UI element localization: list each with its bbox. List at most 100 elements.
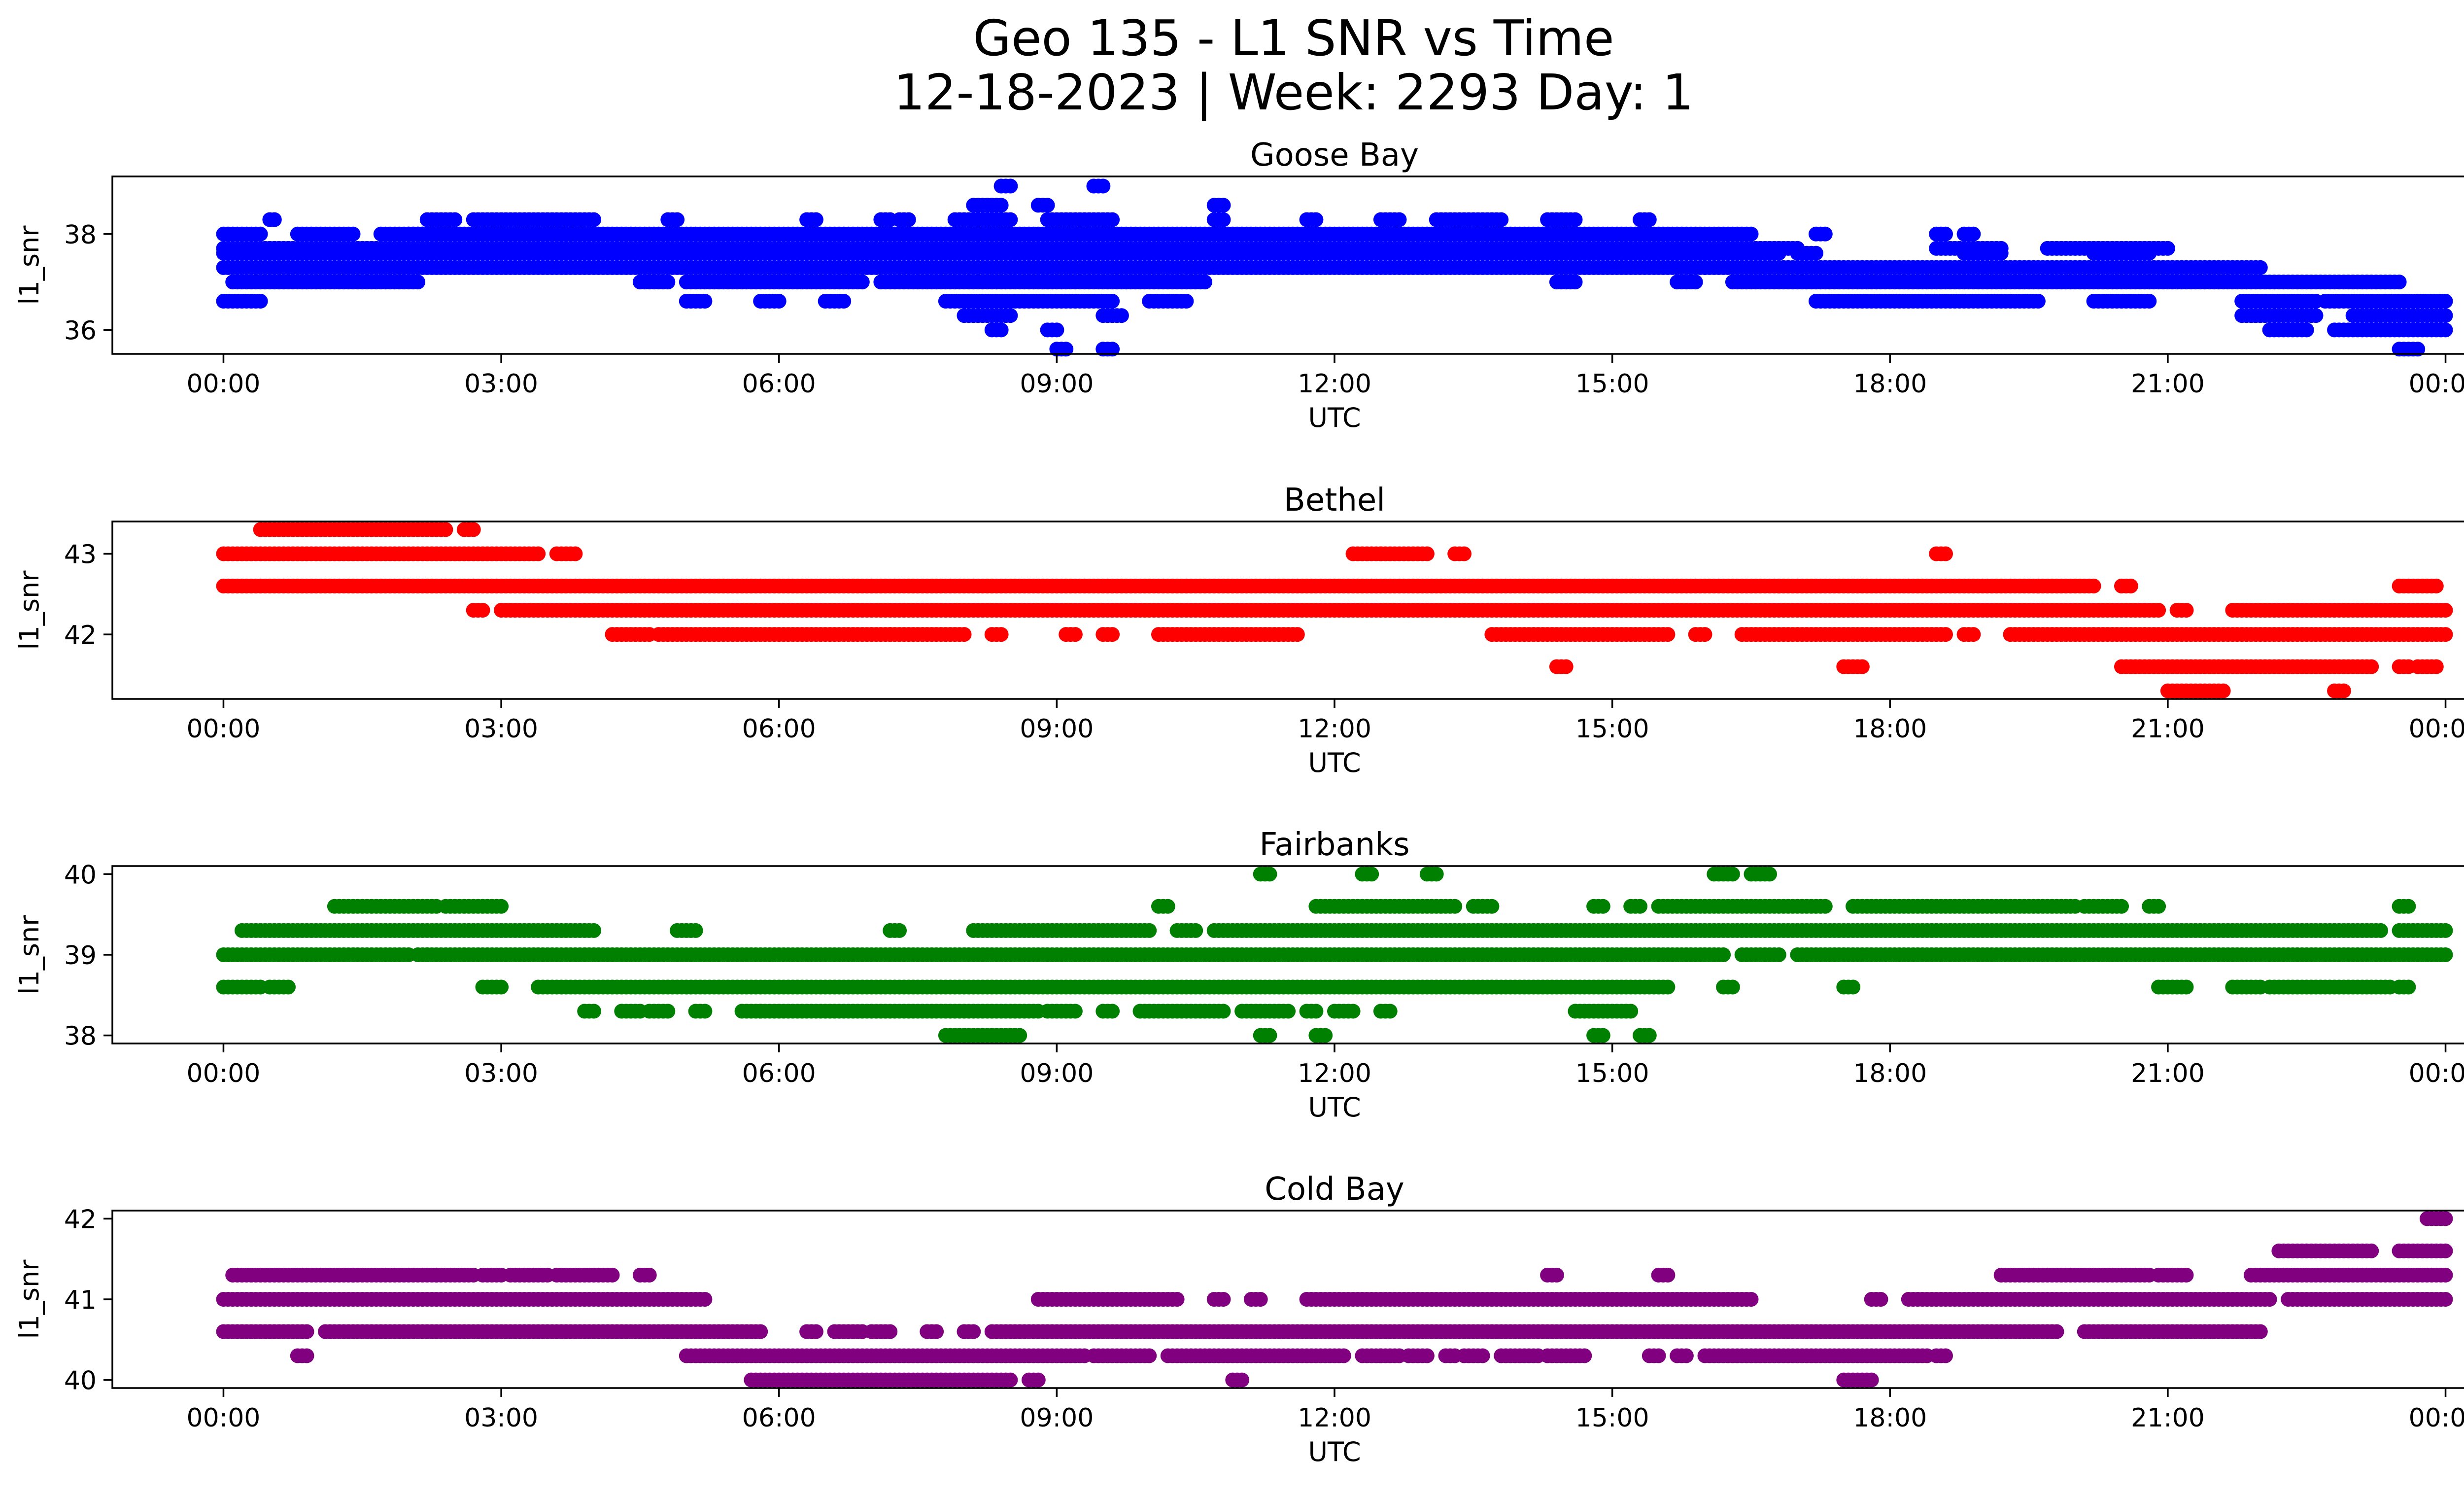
data-point [1188, 923, 1203, 938]
data-point [697, 294, 713, 309]
data-point [1198, 275, 1212, 290]
x-tick-label: 00:00 [187, 369, 261, 399]
series-points [216, 178, 2453, 357]
data-point [475, 603, 490, 618]
data-point [267, 212, 282, 227]
data-point [2401, 899, 2416, 914]
data-point [2429, 659, 2444, 674]
data-point [1725, 867, 1740, 882]
data-point [1993, 245, 2009, 261]
data-point [1105, 627, 1120, 642]
data-point [1568, 212, 1583, 227]
data-point [771, 294, 787, 309]
data-point [1744, 226, 1759, 242]
data-point [2030, 294, 2046, 309]
data-point [1457, 546, 1472, 561]
data-point [901, 212, 916, 227]
data-point [2086, 578, 2101, 593]
data-point [1716, 947, 1731, 962]
data-point [2253, 260, 2268, 275]
data-point [1660, 627, 1676, 642]
panel-title: Fairbanks [1259, 827, 1409, 863]
data-point [466, 522, 481, 537]
x-tick-label: 21:00 [2131, 714, 2205, 744]
data-point [1568, 275, 1583, 290]
data-point [1003, 178, 1018, 194]
data-point [1494, 212, 1509, 227]
y-tick-label: 43 [64, 540, 97, 569]
data-point [892, 923, 907, 938]
data-point [1938, 627, 1953, 642]
data-point [2438, 294, 2453, 309]
data-point [993, 322, 1009, 338]
data-point [1105, 294, 1120, 309]
x-tick-label: 09:00 [1020, 714, 1094, 744]
data-point [1142, 923, 1157, 938]
data-point [1447, 899, 1463, 914]
data-point [568, 546, 583, 561]
data-point [1697, 627, 1712, 642]
y-tick-label: 42 [64, 621, 97, 650]
data-point [670, 212, 685, 227]
x-tick-label: 00:00 [187, 714, 261, 744]
data-point [2142, 294, 2157, 309]
data-point [1040, 198, 1055, 213]
data-point [1216, 198, 1231, 213]
data-point [253, 226, 268, 242]
data-point [494, 979, 509, 995]
data-point [1364, 867, 1379, 882]
data-point [1966, 627, 1981, 642]
x-tick-label: 12:00 [1298, 369, 1371, 399]
x-tick-label: 15:00 [1575, 369, 1649, 399]
x-tick-label: 00:00 [2409, 369, 2464, 399]
panel-title: Bethel [1284, 482, 1385, 519]
data-point [1179, 294, 1194, 309]
data-point [1642, 212, 1657, 227]
data-point [1003, 212, 1018, 227]
data-point [1067, 627, 1083, 642]
data-point [1817, 226, 1833, 242]
data-point [2160, 241, 2175, 256]
data-point [1114, 308, 1129, 323]
data-point [253, 294, 268, 309]
data-point [2438, 322, 2453, 338]
data-point [2179, 603, 2194, 618]
data-point [1762, 867, 1777, 882]
x-tick-label: 03:00 [464, 714, 538, 744]
data-point [1308, 212, 1324, 227]
data-point [2114, 899, 2129, 914]
data-point [855, 275, 870, 290]
figure-title-line-2: 12-18-2023 | Week: 2293 Day: 1 [893, 64, 1693, 121]
data-point [993, 198, 1009, 213]
data-point [531, 546, 546, 561]
data-point [2438, 308, 2453, 323]
data-point [2299, 322, 2314, 338]
data-point [1484, 899, 1500, 914]
x-tick-label: 21:00 [2131, 369, 2205, 399]
data-point [2429, 578, 2444, 593]
data-point [447, 212, 463, 227]
figure-title-line-1: Geo 135 - L1 SNR vs Time [973, 9, 1614, 67]
x-axis-label: UTC [1308, 402, 1361, 433]
data-point [1392, 212, 1407, 227]
data-point [1558, 659, 1574, 674]
data-point [1938, 546, 1953, 561]
data-point [1095, 178, 1111, 194]
data-point [1290, 627, 1305, 642]
data-point [1633, 899, 1647, 914]
data-point [1262, 867, 1277, 882]
data-point [586, 923, 601, 938]
data-point [2151, 899, 2166, 914]
data-point [281, 979, 296, 995]
data-point [2308, 308, 2324, 323]
x-tick-label: 18:00 [1853, 369, 1927, 399]
data-point [1771, 947, 1786, 962]
data-point [345, 226, 361, 242]
panel-title: Goose Bay [1250, 137, 1419, 174]
data-point [2373, 923, 2388, 938]
y-axis-label: l1_snr [14, 225, 45, 305]
y-axis-label: l1_snr [14, 570, 45, 650]
